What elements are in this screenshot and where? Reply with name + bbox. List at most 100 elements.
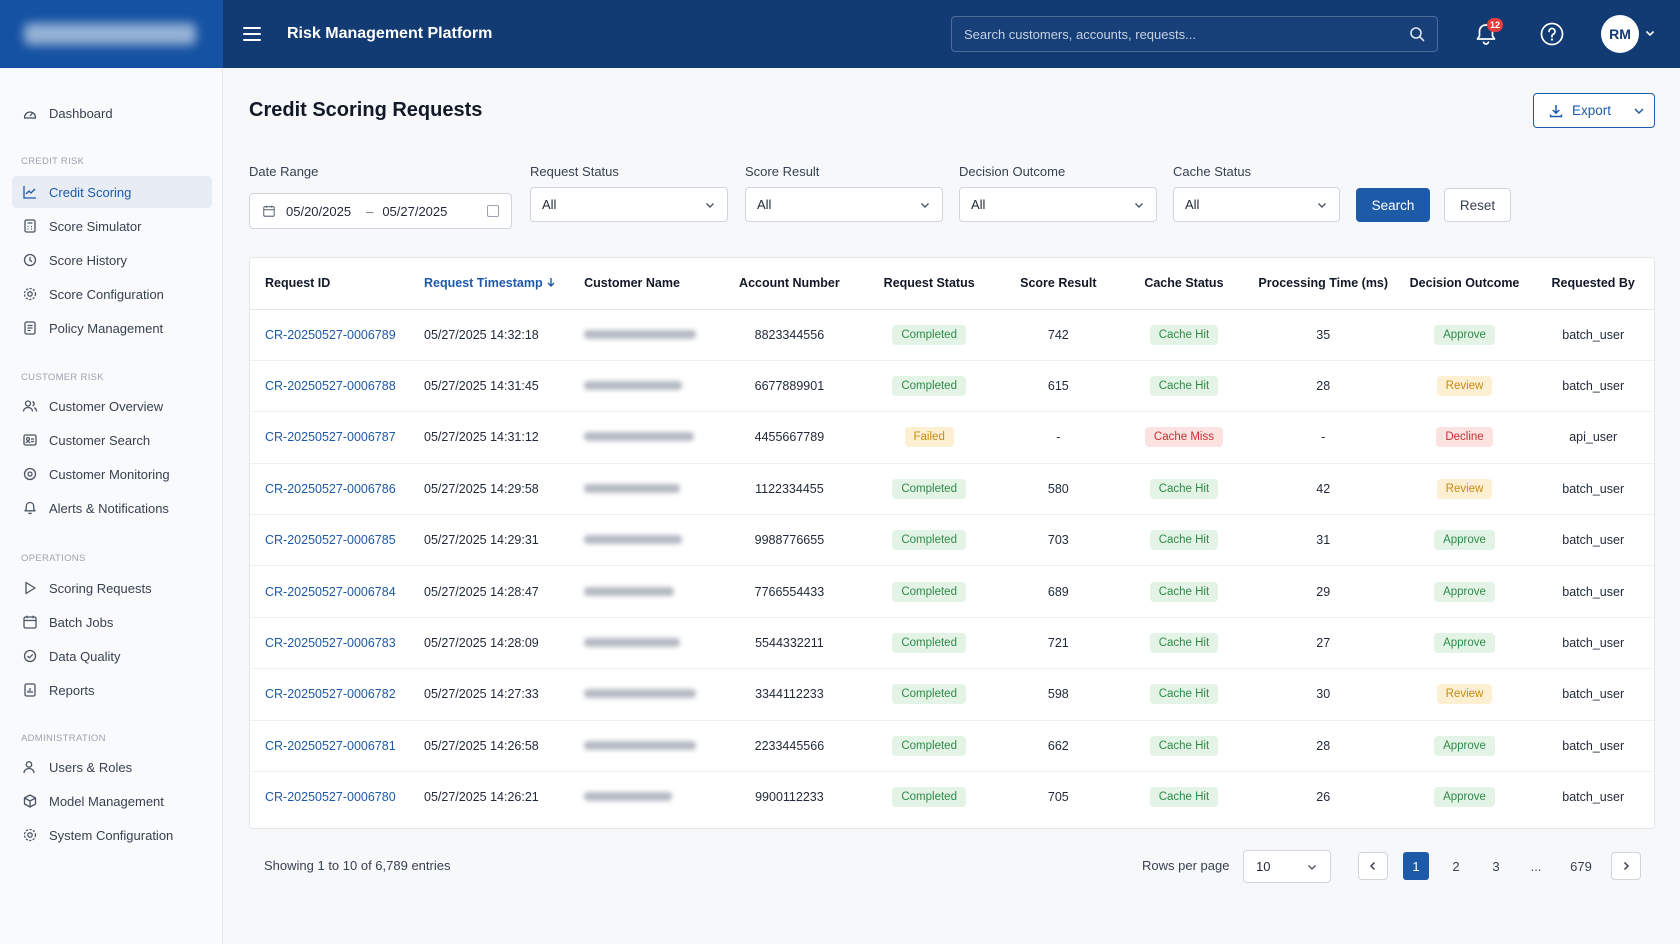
customer-name-redacted [584, 586, 675, 596]
table-row[interactable]: CR-20250527-0006782 05/27/2025 14:27:33 33… [250, 668, 1654, 721]
score-result: 705 [1047, 790, 1069, 805]
col-request-id[interactable]: Request ID [250, 258, 410, 310]
request-timestamp: 05/27/2025 14:32:18 [409, 309, 570, 361]
table-row[interactable]: CR-20250527-0006789 05/27/2025 14:32:18 88… [250, 309, 1654, 361]
sidebar-item-score-simulator[interactable]: Score Simulator [12, 210, 212, 242]
request-id-link[interactable]: CR-20250527-0006782 [250, 668, 410, 721]
score-result: 721 [998, 617, 1119, 670]
brand-logo[interactable] [0, 0, 223, 68]
col-request-status[interactable]: Request Status [859, 258, 999, 310]
hamburger-icon[interactable] [243, 27, 261, 41]
request-id-link[interactable]: CR-20250527-0006788 [250, 360, 410, 413]
table-row[interactable]: CR-20250527-0006784 05/27/2025 14:28:47 77… [250, 565, 1654, 618]
sidebar-item-dashboard[interactable]: Dashboard [12, 97, 212, 129]
sidebar-item-policy-management[interactable]: Policy Management [12, 312, 212, 344]
select-value: 10 [1256, 859, 1271, 874]
sidebar-item-system-configuration[interactable]: System Configuration [12, 819, 212, 851]
col-requested-by[interactable]: Requested By [1532, 258, 1654, 310]
chevron-down-icon[interactable] [1632, 102, 1646, 120]
cache-badge: Cache Hit [1149, 530, 1219, 551]
help-circle-icon[interactable] [1539, 21, 1565, 47]
chevron-down-icon [1135, 202, 1143, 208]
request-status-cell: Completed [859, 617, 999, 670]
cache-status-select[interactable]: All [1173, 187, 1340, 222]
calendar-icon [263, 205, 275, 217]
search-button[interactable]: Search [1356, 188, 1430, 222]
decision-outcome-cell: Approve [1396, 309, 1533, 361]
search-input[interactable] [964, 26, 1409, 42]
table-row[interactable]: CR-20250527-0006786 05/27/2025 14:29:58 11… [250, 463, 1654, 516]
sidebar-item-customer-monitoring[interactable]: Customer Monitoring [12, 458, 212, 490]
date-to[interactable]: 05/27/2025 [382, 203, 448, 219]
score-result-select[interactable]: All [745, 187, 943, 222]
col-customer-name[interactable]: Customer Name [569, 258, 719, 310]
request-id-link[interactable]: CR-20250527-0006780 [265, 790, 396, 805]
col-score-result[interactable]: Score Result [998, 258, 1119, 310]
sidebar-item-score-configuration[interactable]: Score Configuration [12, 278, 212, 310]
bell-icon [24, 501, 36, 515]
chevron-down-icon[interactable] [1645, 28, 1655, 38]
request-id-link[interactable]: CR-20250527-0006785 [250, 514, 410, 567]
account-number: 4455667789 [719, 411, 860, 464]
page-3[interactable]: 3 [1492, 858, 1500, 874]
select-value: All [757, 197, 772, 212]
table-row[interactable]: CR-20250527-0006788 05/27/2025 14:31:45 66… [250, 360, 1654, 413]
table-row[interactable]: CR-20250527-0006781 05/27/2025 14:26:58 22… [250, 720, 1654, 773]
table-row[interactable]: CR-20250527-0006785 05/27/2025 14:29:31 99… [250, 514, 1654, 567]
table-row[interactable]: CR-20250527-0006783 05/27/2025 14:28:09 55… [250, 617, 1654, 670]
col-request-timestamp[interactable]: Request Timestamp [409, 258, 570, 310]
decision-outcome-cell: Approve [1396, 514, 1533, 567]
request-id-link[interactable]: CR-20250527-0006789 [250, 309, 410, 361]
prev-page-button[interactable] [1358, 852, 1388, 880]
sidebar-item-customer-overview[interactable]: Customer Overview [12, 390, 212, 422]
sidebar-item-batch-jobs[interactable]: Batch Jobs [12, 606, 212, 638]
global-search[interactable] [951, 16, 1438, 52]
date-checkbox[interactable] [487, 205, 499, 217]
table-row[interactable]: CR-20250527-0006780 05/27/2025 14:26:21 99… [250, 772, 1654, 823]
sidebar-item-users-roles[interactable]: Users & Roles [12, 751, 212, 783]
rows-per-page-select[interactable]: 10 [1243, 850, 1331, 883]
sidebar-item-data-quality[interactable]: Data Quality [12, 640, 212, 672]
table-row[interactable]: CR-20250527-0006787 05/27/2025 14:31:12 44… [250, 411, 1654, 464]
export-button[interactable]: Export [1533, 93, 1655, 128]
search-icon[interactable] [1409, 26, 1425, 42]
request-id-link[interactable]: CR-20250527-0006787 [250, 411, 410, 464]
export-label: Export [1572, 103, 1612, 118]
request-status-cell: Failed [859, 411, 999, 464]
request-timestamp: 05/27/2025 14:26:21 [424, 790, 539, 805]
col-decision-outcome[interactable]: Decision Outcome [1396, 258, 1533, 310]
request-id-link[interactable]: CR-20250527-0006784 [250, 565, 410, 618]
next-page-button[interactable] [1611, 852, 1641, 880]
sidebar-item-customer-search[interactable]: Customer Search [12, 424, 212, 456]
col-processing-time[interactable]: Processing Time (ms) [1249, 258, 1397, 310]
decision-outcome-select[interactable]: All [959, 187, 1157, 222]
report-icon [24, 683, 36, 697]
sidebar-item-credit-scoring[interactable]: Credit Scoring [12, 176, 212, 208]
avatar[interactable]: RM [1601, 15, 1639, 53]
request-timestamp: 05/27/2025 14:26:58 [409, 720, 570, 773]
date-from[interactable]: 05/20/2025 [286, 203, 352, 219]
page-1[interactable]: 1 [1403, 852, 1429, 880]
page-679[interactable]: 679 [1570, 858, 1592, 874]
col-account-number[interactable]: Account Number [719, 258, 860, 310]
date-range-label: Date Range [249, 164, 319, 179]
page-2[interactable]: 2 [1452, 858, 1460, 874]
date-range-picker[interactable]: 05/20/2025 – 05/27/2025 [249, 193, 512, 229]
sidebar-item-model-management[interactable]: Model Management [12, 785, 212, 817]
sidebar-item-reports[interactable]: Reports [12, 674, 212, 706]
col-cache-status[interactable]: Cache Status [1118, 258, 1250, 310]
sidebar-item-label: Score Configuration [49, 286, 164, 302]
reset-button[interactable]: Reset [1444, 188, 1511, 222]
sidebar-item-score-history[interactable]: Score History [12, 244, 212, 276]
sidebar-item-alerts-notifications[interactable]: Alerts & Notifications [12, 492, 212, 524]
requested-by: api_user [1532, 411, 1654, 464]
request-id-link[interactable]: CR-20250527-0006783 [250, 617, 410, 670]
sidebar-item-scoring-requests[interactable]: Scoring Requests [12, 572, 212, 604]
request-id-link[interactable]: CR-20250527-0006781 [250, 720, 410, 773]
sidebar-item-label: System Configuration [49, 827, 174, 843]
request-status-select[interactable]: All [530, 187, 728, 222]
request-id-link[interactable]: CR-20250527-0006786 [250, 463, 410, 516]
request-timestamp: 05/27/2025 14:28:47 [409, 565, 570, 618]
dashboard-icon [23, 111, 37, 119]
status-badge: Completed [892, 376, 966, 397]
